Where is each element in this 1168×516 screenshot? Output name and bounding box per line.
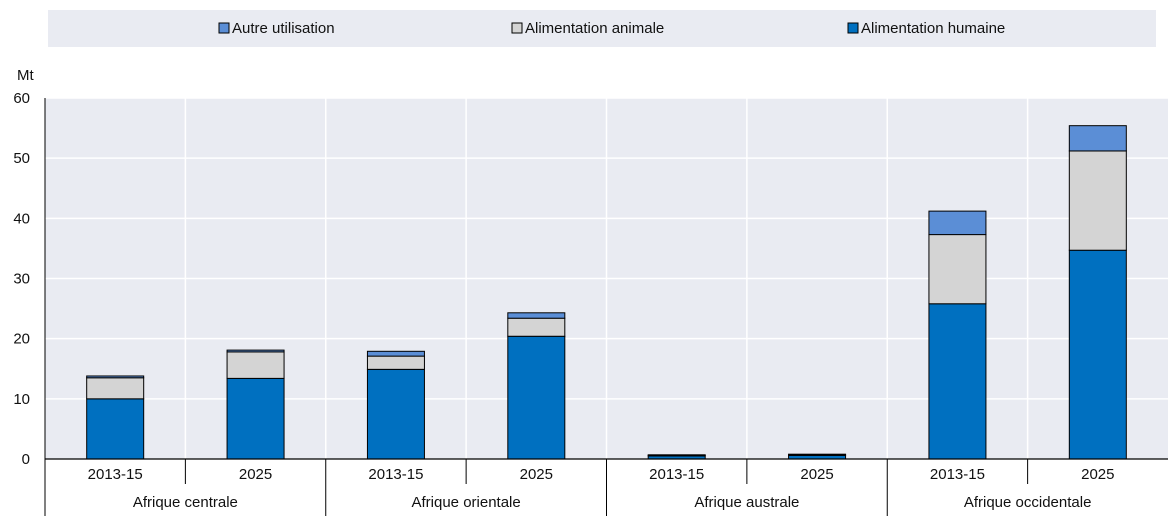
y-axis-label: Mt — [17, 67, 34, 84]
y-tick-label: 10 — [13, 391, 30, 408]
y-tick-label: 50 — [13, 150, 30, 167]
y-tick-label: 60 — [13, 90, 30, 107]
bar-segment — [366, 355, 425, 370]
bar-segment — [226, 377, 285, 460]
x-tick-label: 2025 — [1081, 466, 1114, 483]
x-group-label: Afrique occidentale — [964, 494, 1092, 511]
bar-segment — [507, 335, 566, 460]
bars — [86, 125, 1127, 460]
x-group-label: Afrique centrale — [133, 494, 238, 511]
x-tick-label: 2025 — [520, 466, 553, 483]
legend-swatch — [511, 22, 523, 34]
bar-segment — [507, 317, 566, 337]
bar-segment — [86, 375, 145, 379]
legend-background — [48, 10, 1156, 47]
bar-segment — [928, 303, 987, 460]
legend: Autre utilisation Alimentation animale Ali… — [218, 20, 1005, 37]
bar-segment — [507, 312, 566, 319]
y-tick-label: 0 — [22, 451, 30, 468]
legend-swatch — [847, 22, 859, 34]
x-axis: 2013-15 2025 2013-15 2025 2013-15 2025 2013-15… — [44, 458, 1168, 516]
bar-segment — [226, 349, 285, 353]
bar-segment — [928, 234, 987, 305]
legend-label: Alimentation humaine — [861, 20, 1005, 37]
x-group-label: Afrique orientale — [412, 494, 521, 511]
legend-label: Autre utilisation — [232, 20, 335, 37]
legend-swatch — [218, 22, 230, 34]
x-tick-label: 2025 — [239, 466, 272, 483]
bar-segment — [1068, 150, 1127, 251]
y-axis-ticks: 0 10 20 30 40 50 60 — [13, 90, 30, 468]
x-tick-label: 2013-15 — [368, 466, 423, 483]
y-tick-label: 20 — [13, 331, 30, 348]
bar-segment — [366, 368, 425, 460]
x-group-label: Afrique australe — [694, 494, 799, 511]
gridlines — [44, 97, 1168, 459]
x-tick-label: 2013-15 — [930, 466, 985, 483]
bar-segment — [647, 454, 706, 456]
x-tick-label: 2013-15 — [649, 466, 704, 483]
y-tick-label: 40 — [13, 210, 30, 227]
bar-segment — [928, 210, 987, 236]
bar-segment — [86, 398, 145, 460]
bar-segment — [86, 377, 145, 400]
bar-segment — [226, 351, 285, 379]
bar-segment — [1068, 249, 1127, 460]
x-tick-label: 2013-15 — [88, 466, 143, 483]
x-tick-label: 2025 — [800, 466, 833, 483]
bar-segment — [1068, 125, 1127, 152]
bar-segment — [366, 350, 425, 357]
y-tick-label: 30 — [13, 271, 30, 288]
bar-segment — [788, 453, 847, 456]
legend-label: Alimentation animale — [525, 20, 664, 37]
